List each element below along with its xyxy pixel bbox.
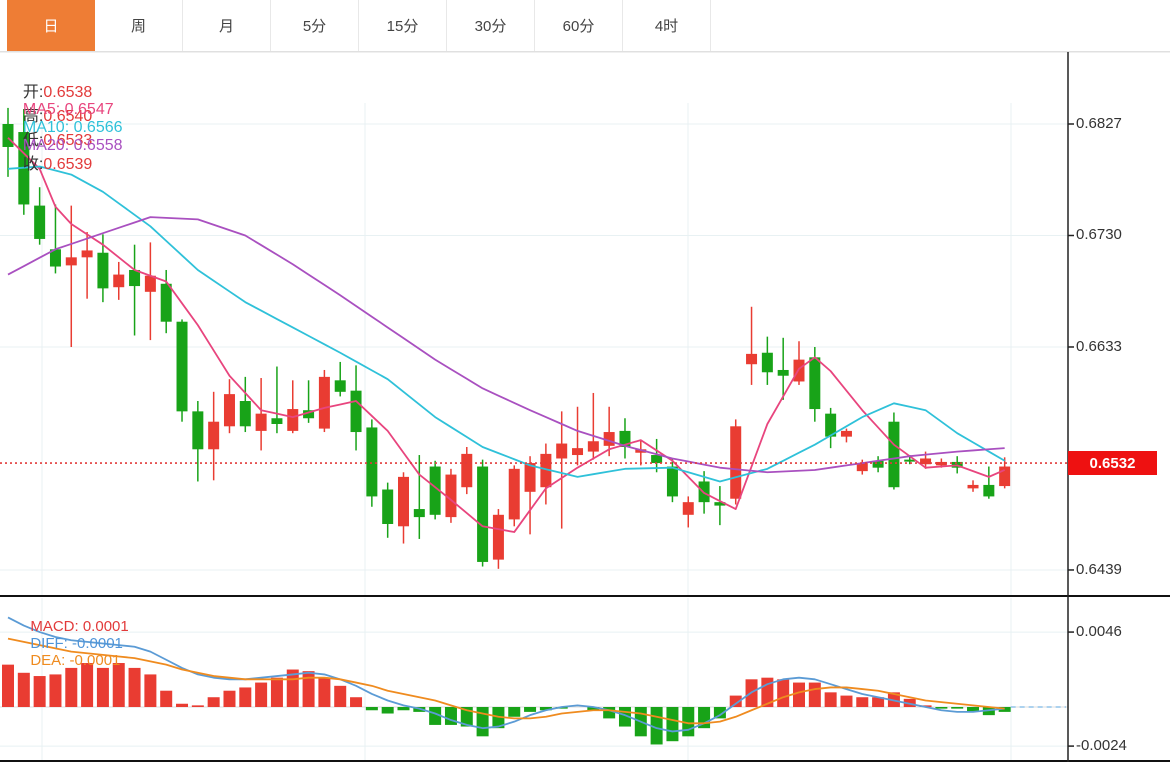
high-value: 0.6540 bbox=[43, 108, 93, 125]
tab-5分[interactable]: 5分 bbox=[271, 0, 359, 51]
y-axis-label: 0.6730 bbox=[1076, 226, 1122, 244]
open-label: 开: bbox=[22, 84, 44, 101]
y-axis-label: 0.6439 bbox=[1076, 560, 1122, 578]
tab-日[interactable]: 日 bbox=[7, 0, 95, 51]
ohlc-readout: 开:0.6538 高:0.6540 低:0.6533 收:0.6539 bbox=[14, 60, 106, 174]
macd-readout: MACD: 0.0001 DIFF: -0.0001 DEA: -0.0001 bbox=[22, 601, 153, 669]
tab-30分[interactable]: 30分 bbox=[447, 0, 535, 51]
ma20-readout: MA20: 0.6558 bbox=[22, 137, 123, 154]
low-label: 低: bbox=[22, 132, 44, 149]
y-axis-label: 0.0046 bbox=[1076, 623, 1122, 641]
ma-readout: MA5: 0.6547 MA10: 0.6566 MA20: 0.6558 bbox=[14, 83, 145, 155]
macd-value: MACD: 0.0001 bbox=[30, 618, 129, 635]
dea-line bbox=[7, 637, 1005, 725]
current-price-badge: 0.6532 bbox=[1068, 451, 1157, 476]
ma5-readout: MA5: 0.6547 bbox=[22, 101, 114, 118]
timeframe-tab-bar: 日周月 5分 15分 30分 60分 4时 bbox=[0, 0, 1170, 52]
tab-60分[interactable]: 60分 bbox=[535, 0, 623, 51]
diff-value: DIFF: -0.0001 bbox=[30, 635, 123, 652]
ma20-line bbox=[7, 216, 1005, 474]
ma5-line bbox=[7, 137, 1006, 533]
diff-line bbox=[7, 616, 1005, 733]
y-axis-label: 0.6633 bbox=[1076, 337, 1122, 355]
panel-borders bbox=[0, 51, 1170, 762]
tab-4时[interactable]: 4时 bbox=[623, 0, 711, 51]
macd-histogram[interactable] bbox=[2, 663, 1011, 745]
y-axis-label: 0.6827 bbox=[1076, 115, 1122, 132]
ma10-line bbox=[7, 165, 1006, 483]
dea-value: DEA: -0.0001 bbox=[30, 652, 121, 669]
y-axis-label: -0.0024 bbox=[1076, 737, 1127, 755]
tab-月[interactable]: 月 bbox=[183, 0, 271, 51]
close-label: 收: bbox=[22, 156, 44, 173]
high-label: 高: bbox=[22, 108, 44, 125]
close-value: 0.6539 bbox=[43, 156, 93, 173]
low-value: 0.6533 bbox=[43, 132, 93, 149]
gridlines bbox=[0, 103, 1068, 760]
open-value: 0.6538 bbox=[43, 84, 93, 101]
tab-15分[interactable]: 15分 bbox=[359, 0, 447, 51]
ma10-readout: MA10: 0.6566 bbox=[22, 119, 123, 136]
tab-周[interactable]: 周 bbox=[95, 0, 183, 51]
candlestick-series[interactable] bbox=[2, 107, 1011, 569]
